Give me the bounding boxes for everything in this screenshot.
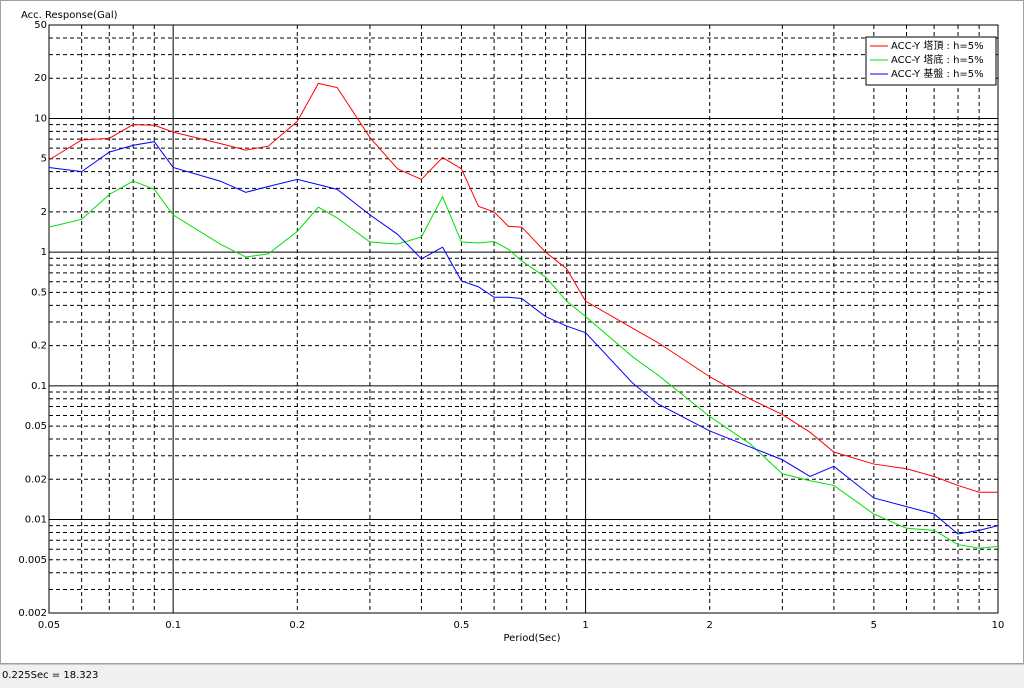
x-tick-label: 5 bbox=[871, 620, 877, 631]
legend-label: ACC-Y 塔底 : h=5% bbox=[891, 53, 984, 66]
chart: Acc. Response(Gal) Period(Sec) 50 20 10 5 2 1… bbox=[18, 10, 1005, 644]
plot-area bbox=[48, 24, 999, 614]
y-tick-label: 0.05 bbox=[25, 421, 47, 432]
y-axis-label: Acc. Response(Gal) bbox=[21, 10, 118, 21]
series-line bbox=[48, 180, 999, 549]
y-tick-label: 1 bbox=[41, 247, 47, 258]
y-tick-label: 2 bbox=[41, 207, 47, 218]
y-tick-label: 0.002 bbox=[18, 608, 47, 619]
y-tick-label: 0.02 bbox=[25, 474, 47, 485]
y-tick-label: 0.1 bbox=[31, 381, 47, 392]
y-tick-label: 0.005 bbox=[18, 555, 47, 566]
y-tick-label: 0.5 bbox=[31, 287, 47, 298]
x-tick-label: 0.5 bbox=[453, 620, 469, 631]
legend-box bbox=[865, 36, 997, 86]
y-tick-label: 0.2 bbox=[31, 341, 47, 352]
legend-label: ACC-Y 塔頂 : h=5% bbox=[891, 39, 984, 52]
x-tick-label: 10 bbox=[992, 620, 1005, 631]
y-tick-label: 20 bbox=[34, 73, 47, 84]
x-tick-label: 0.05 bbox=[38, 620, 60, 631]
x-tick-label: 0.2 bbox=[289, 620, 305, 631]
x-tick-label: 2 bbox=[707, 620, 713, 631]
chart-window: Acc. Response(Gal) Period(Sec) 50 20 10 5 2 1… bbox=[0, 0, 1024, 664]
y-tick-label: 10 bbox=[34, 113, 47, 124]
series-line bbox=[48, 141, 999, 535]
x-tick-label: 1 bbox=[582, 620, 588, 631]
x-tick-label: 0.1 bbox=[165, 620, 181, 631]
x-axis-label: Period(Sec) bbox=[504, 633, 561, 644]
legend-label: ACC-Y 基盤 : h=5% bbox=[891, 67, 984, 80]
y-tick-label: 5 bbox=[41, 154, 47, 165]
y-tick-label: 0.01 bbox=[25, 515, 47, 526]
status-bar: 0.225Sec = 18.323 bbox=[0, 664, 1024, 688]
series-line bbox=[48, 82, 998, 493]
y-tick-label: 50 bbox=[34, 20, 47, 31]
